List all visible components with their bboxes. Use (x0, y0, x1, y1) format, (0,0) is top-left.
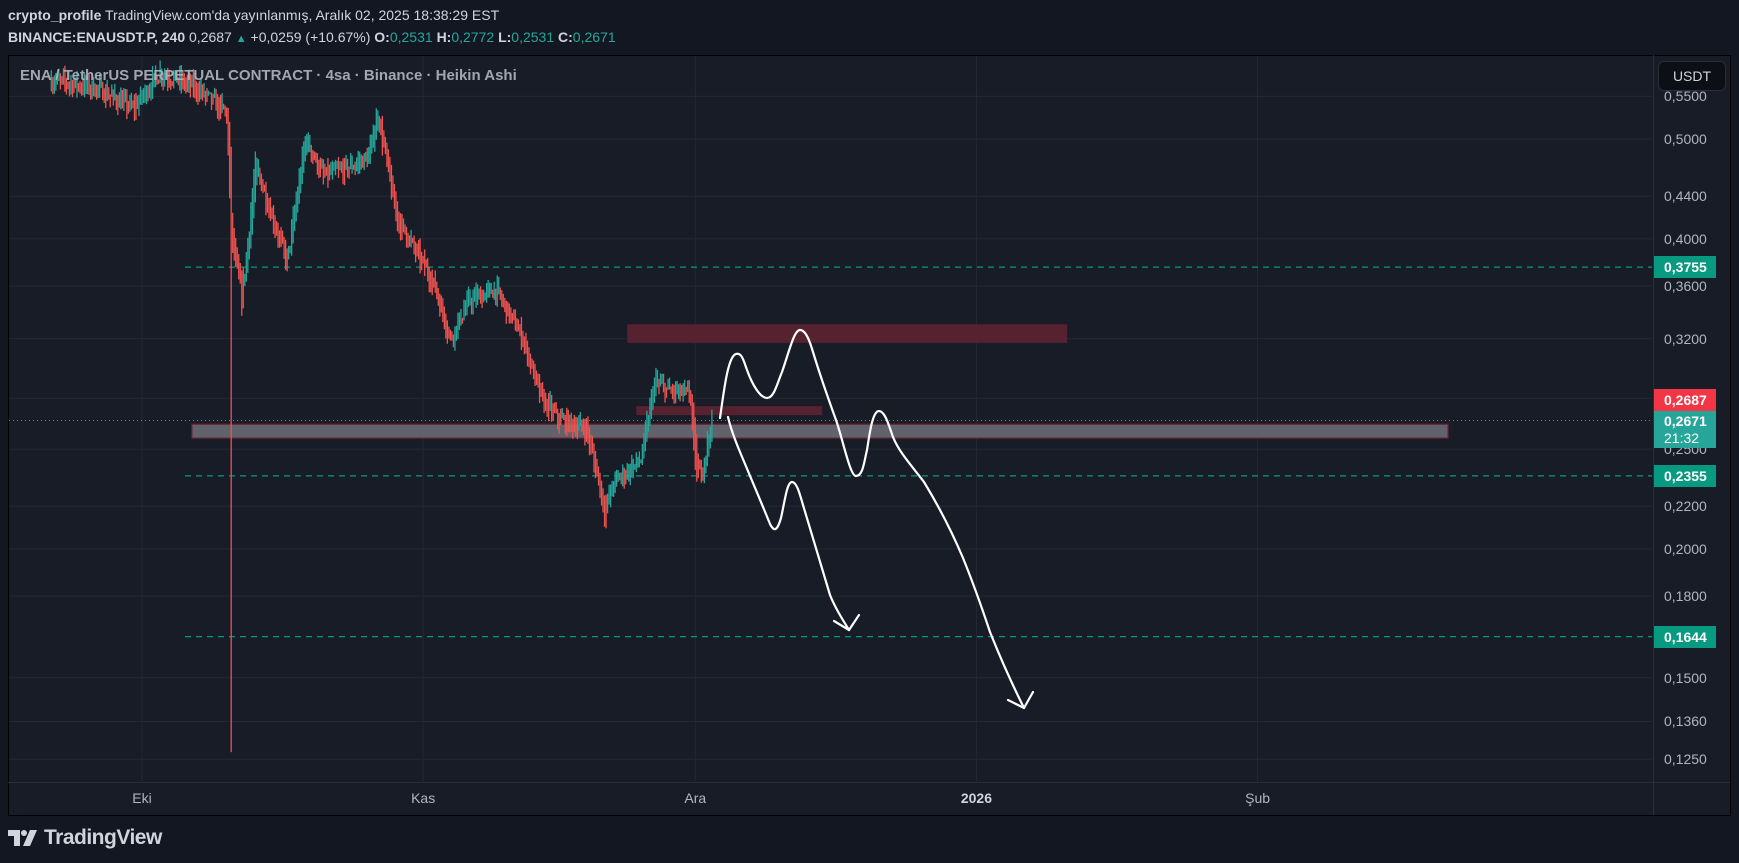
price-tick-label: 0,4400 (1664, 188, 1707, 205)
close-price-value: 0,2671 (1664, 412, 1707, 429)
close-label: C: (558, 29, 573, 45)
level-badge: 0,1644 (1654, 625, 1716, 648)
forecast-path-upper (718, 328, 1026, 710)
time-axis-border (8, 782, 1730, 783)
high-value: 0,2772 (451, 29, 495, 45)
logo-text: TradingView (44, 826, 162, 849)
price-tick-label: 0,5000 (1664, 131, 1707, 147)
price-tick-label: 0,1360 (1664, 713, 1707, 730)
level-badge: 0,3755 (1654, 256, 1716, 279)
price-tick-label: 0,4000 (1664, 230, 1707, 247)
last-price-badge: 0,2687 (1654, 388, 1716, 411)
price-tick-label: 0,1800 (1664, 588, 1707, 605)
support-zone (191, 423, 1449, 439)
drawing-zones (191, 324, 1449, 439)
publish-date: TradingView.com'da yayınlanmış, Aralık 0… (105, 7, 500, 23)
bar-countdown: 21:32 (1664, 429, 1700, 446)
time-tick-label: Kas (411, 790, 436, 806)
price-tick-label: 0,2000 (1664, 540, 1707, 557)
price-axis-border (1653, 55, 1654, 815)
time-tick-label: Ara (684, 790, 707, 806)
candles (50, 60, 713, 753)
level-badge: 0,2355 (1654, 464, 1716, 487)
high-label: H: (436, 29, 452, 45)
chart-legend[interactable]: ENA / TetherUS PERPETUAL CONTRACT · 4sa … (20, 67, 517, 84)
time-tick-label: Şub (1245, 790, 1271, 806)
low-value: 0,2531 (511, 29, 555, 45)
last-price: 0,2687 (189, 29, 232, 45)
price-tick-label: 0,3200 (1664, 330, 1707, 347)
price-change: +0,0259 (+10.67%) (250, 29, 371, 45)
price-tick-label: 0,5500 (1664, 88, 1707, 105)
arrowhead-icon (832, 613, 861, 632)
arrowhead-icon (1006, 690, 1035, 710)
tradingview-logo[interactable]: TradingView (8, 826, 162, 850)
price-tick-label: 0,2200 (1664, 498, 1707, 515)
level-lines (9, 266, 1652, 638)
open-label: O: (374, 29, 390, 45)
tradingview-logo-icon (8, 830, 37, 846)
forecast-path-lower (726, 415, 851, 632)
time-tick-label: Eki (132, 790, 152, 806)
currency-button[interactable]: USDT (1658, 61, 1726, 91)
triangle-up-icon: ▲ (235, 33, 247, 45)
author-name[interactable]: crypto_profile (8, 7, 102, 23)
resistance-zone (627, 324, 1068, 343)
symbol-info: BINANCE:ENAUSDT.P, 240 0,2687 ▲ +0,0259 … (8, 29, 616, 45)
close-price-badge: 0,2671 21:32 (1654, 410, 1716, 448)
price-tick-label: 0,1500 (1664, 669, 1707, 686)
symbol: BINANCE:ENAUSDT.P, 240 (8, 29, 186, 45)
open-value: 0,2531 (389, 29, 433, 45)
close-value: 0,2671 (572, 29, 616, 45)
price-tick-label: 0,3600 (1664, 277, 1707, 294)
forecast-drawings (718, 328, 1035, 710)
low-label: L: (498, 29, 512, 45)
price-tick-label: 0,1250 (1664, 751, 1707, 768)
publish-info: crypto_profile TradingView.com'da yayınl… (8, 7, 499, 23)
time-tick-label: 2026 (960, 790, 993, 806)
resistance-zone (636, 406, 823, 416)
